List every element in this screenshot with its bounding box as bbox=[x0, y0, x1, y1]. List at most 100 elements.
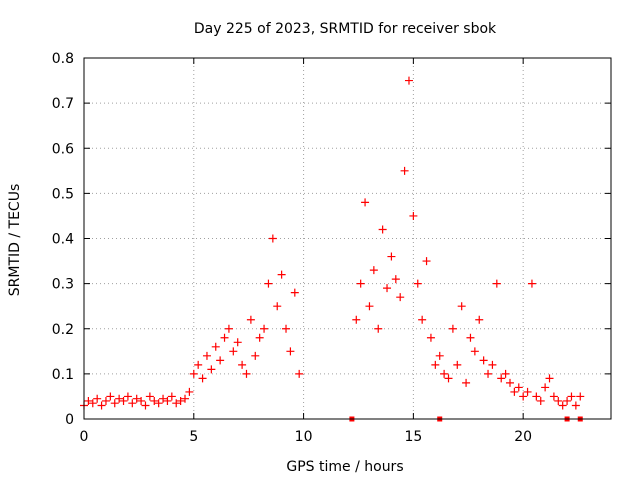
data-point bbox=[554, 396, 563, 405]
data-point bbox=[378, 225, 387, 234]
y-tick-label: 0.3 bbox=[52, 277, 74, 293]
data-point bbox=[519, 392, 528, 401]
y-tick-label: 0.4 bbox=[52, 232, 74, 248]
data-point bbox=[282, 324, 291, 333]
data-point bbox=[159, 394, 168, 403]
data-point bbox=[365, 302, 374, 311]
data-point bbox=[268, 234, 277, 243]
data-point bbox=[431, 360, 440, 369]
data-point bbox=[84, 396, 93, 405]
x-tick-label: 15 bbox=[404, 429, 422, 445]
data-point bbox=[106, 392, 115, 401]
data-point bbox=[295, 369, 304, 378]
data-point bbox=[224, 324, 233, 333]
data-point bbox=[97, 401, 106, 410]
data-point bbox=[123, 392, 132, 401]
y-tick-label: 0.5 bbox=[52, 186, 74, 202]
data-point bbox=[505, 378, 514, 387]
data-point bbox=[154, 399, 163, 408]
data-point bbox=[198, 374, 207, 383]
data-point bbox=[532, 392, 541, 401]
data-point bbox=[216, 356, 225, 365]
data-point bbox=[523, 387, 532, 396]
data-point bbox=[93, 394, 102, 403]
grid-lines bbox=[84, 58, 611, 419]
data-point bbox=[246, 315, 255, 324]
data-point bbox=[440, 369, 449, 378]
x-axis-label: GPS time / hours bbox=[286, 459, 403, 475]
data-point bbox=[545, 374, 554, 383]
data-point bbox=[207, 365, 216, 374]
data-point bbox=[172, 399, 181, 408]
data-point bbox=[444, 374, 453, 383]
y-tick-label: 0.6 bbox=[52, 141, 74, 157]
data-point bbox=[510, 387, 519, 396]
data-point bbox=[255, 333, 264, 342]
data-point bbox=[527, 279, 536, 288]
data-point bbox=[484, 369, 493, 378]
y-axis-label: SRMTID / TECUs bbox=[7, 184, 23, 297]
data-point bbox=[558, 401, 567, 410]
data-point bbox=[290, 288, 299, 297]
data-point bbox=[475, 315, 484, 324]
data-point bbox=[251, 351, 260, 360]
data-point bbox=[110, 399, 119, 408]
data-point bbox=[536, 396, 545, 405]
data-point bbox=[413, 279, 422, 288]
data-point bbox=[492, 279, 501, 288]
x-tick-label: 20 bbox=[514, 429, 532, 445]
data-point bbox=[479, 356, 488, 365]
data-point bbox=[150, 396, 159, 405]
y-tick-label: 0.7 bbox=[52, 96, 74, 112]
data-point bbox=[457, 302, 466, 311]
data-point bbox=[211, 342, 220, 351]
data-point bbox=[563, 396, 572, 405]
data-point bbox=[194, 360, 203, 369]
data-point bbox=[387, 252, 396, 261]
data-point bbox=[400, 166, 409, 175]
data-point bbox=[514, 383, 523, 392]
data-point bbox=[101, 396, 110, 405]
data-point bbox=[132, 394, 141, 403]
data-point bbox=[391, 275, 400, 284]
data-point bbox=[176, 396, 185, 405]
data-point bbox=[571, 401, 580, 410]
data-point bbox=[242, 369, 251, 378]
axis-ticks: 0 0.1 0.2 0.3 0.4 0.5 0.6 0.7 0.8 0 5 10 15 20 bbox=[52, 51, 611, 445]
data-point bbox=[352, 315, 361, 324]
chart-title: Day 225 of 2023, SRMTID for receiver sbo… bbox=[194, 21, 497, 37]
data-point bbox=[374, 324, 383, 333]
data-point bbox=[141, 401, 150, 410]
data-point bbox=[189, 369, 198, 378]
data-point bbox=[396, 293, 405, 302]
data-point bbox=[435, 351, 444, 360]
data-point bbox=[115, 394, 124, 403]
data-point bbox=[128, 399, 137, 408]
data-point bbox=[549, 392, 558, 401]
data-point bbox=[462, 378, 471, 387]
data-point bbox=[453, 360, 462, 369]
x-tick-label: 5 bbox=[189, 429, 198, 445]
data-point bbox=[426, 333, 435, 342]
data-point bbox=[422, 257, 431, 266]
data-point bbox=[273, 302, 282, 311]
y-tick-label: 0.2 bbox=[52, 322, 74, 338]
x-tick-label: 10 bbox=[295, 429, 313, 445]
y-tick-label: 0.8 bbox=[52, 51, 74, 67]
y-tick-label: 0 bbox=[65, 412, 74, 428]
data-point bbox=[466, 333, 475, 342]
data-point bbox=[137, 396, 146, 405]
data-point bbox=[409, 211, 418, 220]
data-point bbox=[233, 338, 242, 347]
data-point bbox=[488, 360, 497, 369]
data-point bbox=[383, 284, 392, 293]
data-point bbox=[264, 279, 273, 288]
plot-frame bbox=[83, 57, 612, 420]
data-points bbox=[80, 76, 585, 422]
data-point bbox=[541, 383, 550, 392]
data-point bbox=[277, 270, 286, 279]
data-point bbox=[202, 351, 211, 360]
data-point bbox=[220, 333, 229, 342]
data-point bbox=[88, 399, 97, 408]
